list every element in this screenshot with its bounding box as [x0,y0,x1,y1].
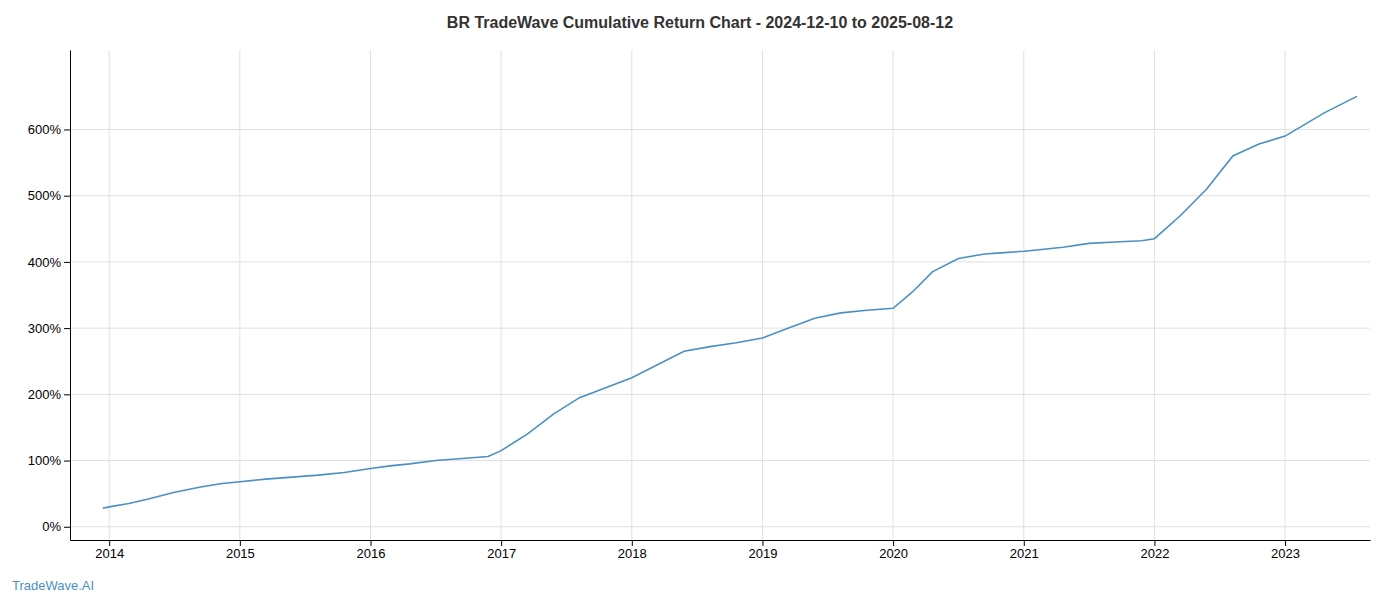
grid-line [70,460,1370,461]
tick-mark [64,328,70,329]
tick: 2021 [1010,540,1039,561]
annotation: TradeWave.AI [12,578,94,593]
tick: 2014 [95,540,124,561]
tick-mark [501,540,502,546]
y-axis: 0% 100% 200% 300% 400% 500% 600% [28,51,71,541]
tick: 2019 [749,540,778,561]
grid-line [70,195,1370,196]
tick: 2016 [357,540,386,561]
tick: 600% [28,122,70,137]
tick-label: 2020 [879,546,908,561]
axis-line [71,540,1371,541]
tick-mark [371,540,372,546]
tick-label: 2015 [226,546,255,561]
tick-mark [632,540,633,546]
axis-line [70,51,71,541]
tick: 2020 [879,540,908,561]
tick-label: 0% [42,519,61,534]
tick-mark [109,540,110,546]
tick-mark [64,461,70,462]
tick-mark [762,540,763,546]
tick-label: 2018 [618,546,647,561]
grid-line [70,394,1370,395]
tick: 100% [28,453,70,468]
tick: 2015 [226,540,255,561]
plot [103,96,1357,508]
tick-label: 2023 [1271,546,1300,561]
tick-mark [1285,540,1286,546]
grid-line [762,50,763,540]
tick-label: 400% [28,255,62,270]
grid-line [70,526,1370,527]
tick: 2017 [487,540,516,561]
tick: 200% [28,387,70,402]
grid-line [893,50,894,540]
grid-line [109,50,110,540]
grid-line [501,50,502,540]
tick-label: 2014 [95,546,124,561]
x-axis: 2014 2015 2016 2017 2018 2019 2020 2021 2022 2023 [71,540,1371,561]
grid-line [70,261,1370,262]
tick: 2023 [1271,540,1300,561]
tick-label: 2019 [749,546,778,561]
tick-mark [64,196,70,197]
grid-line [1285,50,1286,540]
tick-mark [64,527,70,528]
tick: 400% [28,255,70,270]
grid-line [370,50,371,540]
tick: 2018 [618,540,647,561]
tick: 0% [42,519,70,534]
chart: 2014 2015 2016 2017 2018 2019 2020 2021 2022 2023… [0,0,1400,600]
line [103,96,1357,508]
grid-line [1023,50,1024,540]
grid-line [70,328,1370,329]
tick-label: 600% [28,122,62,137]
tick-mark [64,262,70,263]
tick-label: 2022 [1140,546,1169,561]
grid-line [1154,50,1155,540]
grid-line [239,50,240,540]
tick-mark [1154,540,1155,546]
tick-label: 300% [28,321,62,336]
grid-line [70,129,1370,130]
title: BR TradeWave Cumulative Return Chart - 2… [447,14,953,31]
tick-mark [1024,540,1025,546]
tick-label: 2021 [1010,546,1039,561]
grid [70,50,1370,540]
tick: 2022 [1140,540,1169,561]
tick-label: 200% [28,387,62,402]
tick-label: 2017 [487,546,516,561]
tick-mark [64,129,70,130]
grid-line [631,50,632,540]
tick-mark [240,540,241,546]
tick-label: 500% [28,188,62,203]
tick-mark [893,540,894,546]
tick-mark [64,394,70,395]
tick: 300% [28,321,70,336]
tick-label: 100% [28,453,62,468]
tick: 500% [28,188,70,203]
tick-label: 2016 [357,546,386,561]
